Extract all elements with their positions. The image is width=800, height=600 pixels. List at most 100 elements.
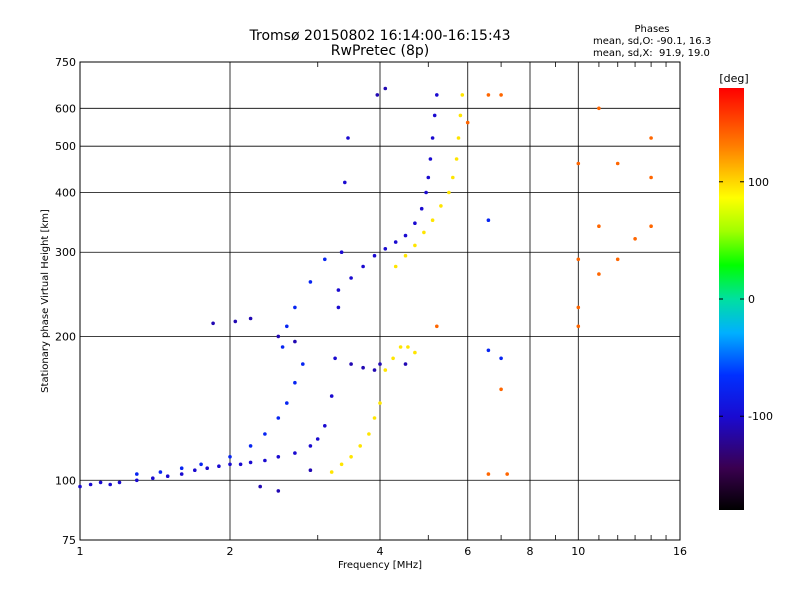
data-point [649,224,653,228]
data-point [499,356,503,361]
y-tick-label: 100 [55,474,76,487]
data-point [486,218,491,222]
data-point [293,380,297,385]
data-point [576,257,581,262]
data-point [426,175,431,180]
data-point [336,305,341,310]
colorbar-label: [deg] [719,72,748,85]
data-point [98,480,103,485]
data-point [383,247,388,251]
data-point [329,394,334,398]
data-point [398,345,403,349]
series-group [135,218,503,476]
data-point [233,319,238,324]
x-tick-label: 4 [377,545,384,558]
data-point [499,93,503,97]
x-tick-label: 6 [464,545,471,558]
data-point [151,476,155,481]
data-point [375,93,380,97]
y-tick-label: 750 [55,56,76,69]
colorbar-tick-label: 100 [748,176,769,189]
series-group [336,93,439,292]
data-point [349,362,353,366]
data-point [308,280,313,284]
data-point [428,157,433,161]
data-point [358,444,363,448]
data-point [615,257,620,262]
data-point [108,482,112,487]
data-point [263,432,267,436]
data-point [78,484,82,489]
data-point [383,368,388,372]
data-point [293,451,297,455]
data-point [349,276,353,280]
y-axis-label: Stationary phase Virtual Height [km] [40,209,51,393]
data-point [117,480,122,485]
data-point [280,345,285,349]
data-point [403,362,408,366]
colorbar-tick-label: -100 [748,410,773,423]
data-point [505,472,510,476]
series-group [78,136,350,489]
data-point [413,221,417,225]
data-point [315,437,320,441]
data-point [205,466,209,471]
data-point [339,250,344,254]
data-point [435,324,439,329]
data-point [193,468,197,473]
data-point [228,462,232,467]
x-tick-label: 1 [77,545,84,558]
data-point [460,93,465,97]
chart-subtitle: RwPretec (8p) [331,43,429,59]
data-point [276,455,281,459]
data-point [447,190,451,195]
data-point [135,472,139,476]
data-point [301,362,305,366]
data-point [276,416,281,420]
data-point [217,464,221,469]
data-point [248,316,253,321]
y-tick-label: 400 [55,186,76,199]
y-tick-label: 600 [55,102,76,115]
data-point [383,86,388,91]
data-point [179,466,184,471]
data-point [633,237,637,241]
data-point [372,368,377,372]
series-group [329,93,465,474]
data-point [158,470,163,474]
data-point [456,136,461,140]
data-point [329,470,334,474]
data-point [308,444,313,448]
data-point [179,472,184,476]
series-group [435,93,653,476]
data-point [349,455,353,459]
data-point [346,136,350,140]
data-point [263,458,267,463]
data-point [339,462,344,467]
data-point [430,136,435,140]
data-point [378,401,382,405]
plot-area: 1 2 4 6 8 10 16 75 100 200 300 400 500 600 750 [55,56,687,558]
data-point [649,136,653,140]
data-point [615,161,620,166]
data-point [165,474,170,479]
stats-line-x: mean, sd,X: 91.9, 19.0 [593,48,710,59]
data-point [343,180,347,185]
data-point [649,175,653,180]
data-point [285,401,289,405]
data-point [422,230,426,235]
data-point [276,489,281,493]
data-point [336,288,341,292]
data-point [576,161,581,166]
data-point [454,157,459,161]
data-point [439,204,443,208]
data-point [323,424,327,428]
y-tick-label: 200 [55,330,76,343]
y-tick-label: 300 [55,246,76,259]
data-point [238,462,243,467]
data-point [486,472,491,476]
data-point [451,175,455,180]
data-point [499,387,503,392]
data-point [432,113,437,118]
